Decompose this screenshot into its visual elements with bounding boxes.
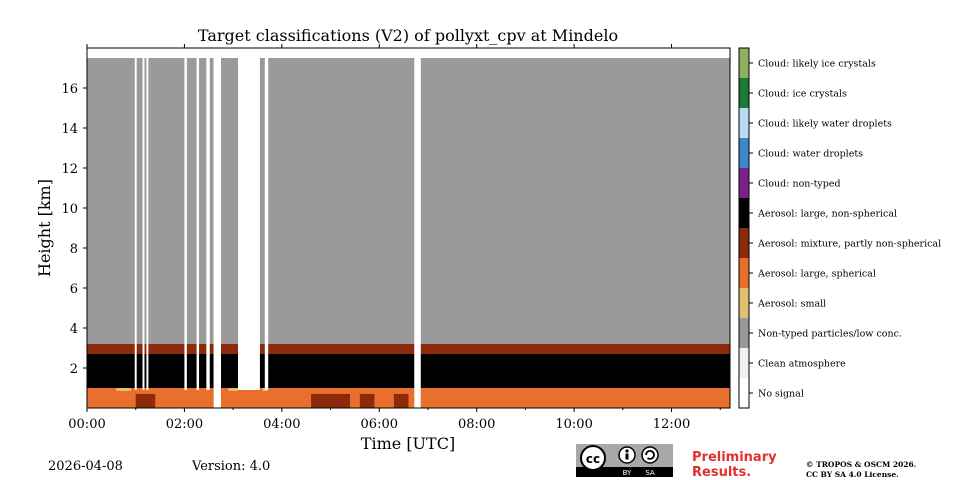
legend-swatch-4	[739, 168, 749, 198]
legend-swatch-7	[739, 258, 749, 288]
x-tick-label-2: 04:00	[263, 417, 300, 432]
legend-swatch-6	[739, 228, 749, 258]
y-tick-label-0: 2	[70, 362, 78, 377]
badge-sa-text: SA	[645, 469, 655, 477]
no-signal-gap-3	[184, 48, 187, 390]
legend-swatch-3	[739, 138, 749, 168]
y-axis-label: Height [km]	[35, 179, 54, 277]
svg-text:cc: cc	[586, 452, 600, 466]
legend-label-5: Aerosol: large, non-spherical	[757, 209, 897, 220]
y-tick-label-2: 6	[70, 282, 78, 297]
y-tick-label-6: 14	[61, 122, 78, 137]
legend-label-3: Cloud: water droplets	[758, 149, 863, 160]
x-tick-label-3: 06:00	[361, 417, 398, 432]
no-signal-gap-8	[264, 48, 269, 390]
copyright-line1: © TROPOS & OSCM 2026.	[806, 460, 916, 469]
legend-swatch-8	[739, 288, 749, 318]
legend-swatch-2	[739, 108, 749, 138]
x-tick-label-5: 10:00	[555, 417, 592, 432]
legend-label-10: Clean atmosphere	[758, 359, 846, 370]
patch-mixture-1	[311, 394, 351, 408]
no-signal-gap-7	[238, 48, 260, 390]
legend-label-9: Non-typed particles/low conc.	[758, 329, 902, 340]
y-tick-label-5: 12	[61, 162, 78, 177]
cc-license-badge: cc BY SA	[576, 444, 673, 477]
plot-area	[87, 48, 730, 408]
no-signal-gap-5	[206, 48, 210, 390]
footer-version: Version: 4.0	[191, 459, 270, 474]
no-signal-gap-4	[196, 48, 200, 390]
legend-swatch-0	[739, 48, 749, 78]
legend-frame	[738, 47, 750, 409]
legend-label-4: Cloud: non-typed	[758, 179, 841, 190]
no-signal-gap-full-1	[213, 48, 221, 408]
layer-3	[87, 58, 730, 344]
no-signal-gap-full-2	[414, 48, 421, 408]
legend-label-2: Cloud: likely water droplets	[758, 119, 892, 130]
x-tick-label-4: 08:00	[458, 417, 495, 432]
preliminary-line1: Preliminary	[692, 450, 777, 465]
legend-label-6: Aerosol: mixture, partly non-spherical	[757, 239, 941, 250]
patch-small-1	[228, 388, 239, 391]
legend-swatch-9	[739, 318, 749, 348]
no-signal-gap-1	[142, 48, 145, 390]
patch-mixture-0	[135, 394, 156, 408]
legend-swatch-10	[739, 348, 749, 378]
share-alike-icon	[641, 446, 659, 464]
legend-swatch-1	[739, 78, 749, 108]
chart-title: Target classifications (V2) of pollyxt_c…	[198, 26, 618, 45]
no-signal-gap-0	[134, 48, 137, 390]
y-tick-label-3: 8	[70, 242, 78, 257]
x-tick-label-1: 02:00	[166, 417, 203, 432]
copyright-line2: CC BY SA 4.0 License.	[806, 470, 899, 479]
legend-swatch-11	[739, 378, 749, 408]
patch-mixture-2	[359, 394, 375, 408]
y-tick-label-1: 4	[70, 322, 78, 337]
patch-mixture-3	[393, 394, 409, 408]
y-tick-label-7: 16	[61, 82, 78, 97]
x-tick-label-0: 00:00	[68, 417, 105, 432]
badge-by-text: BY	[623, 469, 632, 477]
x-tick-label-6: 12:00	[653, 417, 690, 432]
legend-label-8: Aerosol: small	[757, 299, 826, 310]
legend-label-11: No signal	[758, 389, 804, 400]
legend-label-1: Cloud: ice crystals	[758, 89, 847, 100]
legend-swatch-5	[739, 198, 749, 228]
footer-date: 2026-04-08	[48, 459, 123, 474]
legend: Cloud: likely ice crystals Cloud: ice cry…	[738, 47, 941, 409]
layer-black-core	[87, 354, 730, 388]
preliminary-line2: Results.	[692, 465, 751, 480]
patch-small-0	[116, 388, 131, 391]
plot-frame	[86, 47, 731, 409]
legend-label-7: Aerosol: large, spherical	[757, 269, 876, 280]
x-axis-label: Time [UTC]	[361, 434, 455, 453]
y-tick-label-4: 10	[61, 202, 78, 217]
no-signal-gap-2	[146, 48, 149, 390]
legend-label-0: Cloud: likely ice crystals	[758, 59, 876, 70]
